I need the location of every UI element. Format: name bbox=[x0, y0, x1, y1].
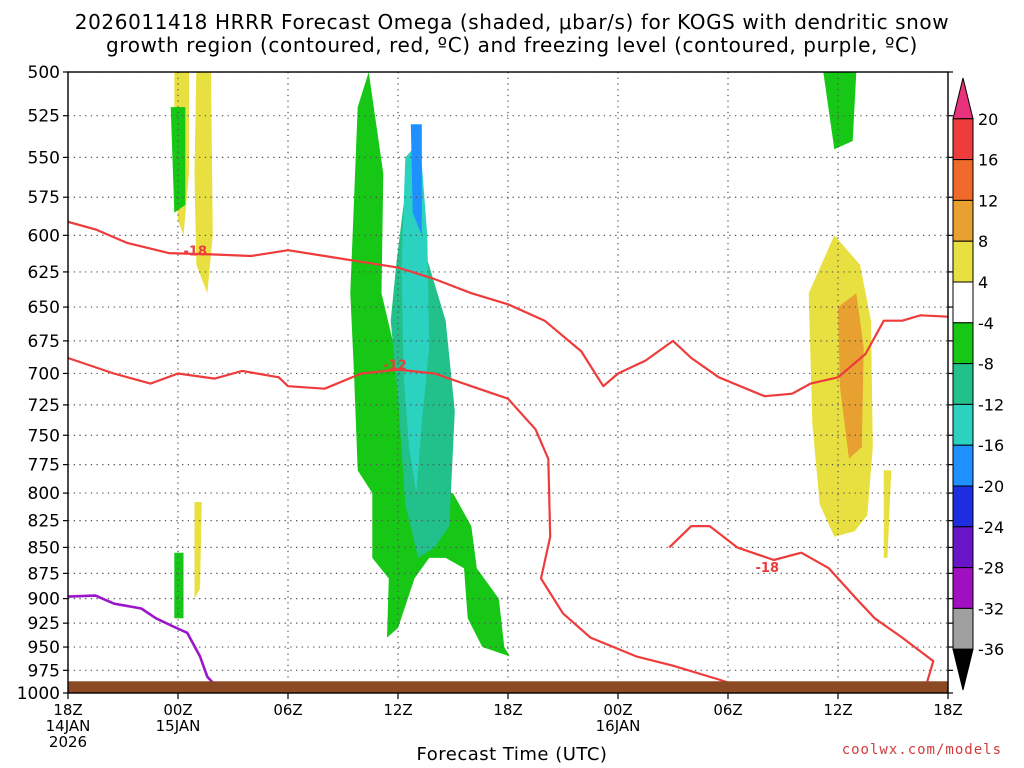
colorbar-swatch-3 bbox=[952, 199, 974, 242]
colorbar-label-5: -4 bbox=[978, 314, 994, 333]
y-tick-label-13: 825 bbox=[28, 512, 60, 532]
dgz-contour-0 bbox=[68, 220, 948, 398]
x-tick-label-0-2: 2026 bbox=[49, 733, 87, 751]
colorbar-swatch-13 bbox=[952, 607, 974, 650]
y-tick-label-16: 900 bbox=[28, 590, 60, 610]
omega-region-6 bbox=[194, 502, 202, 599]
colorbar-label-8: -16 bbox=[978, 436, 1004, 455]
omega-region-20 bbox=[713, 656, 732, 671]
y-tick-label-11: 775 bbox=[28, 456, 60, 476]
chart-title-line-2: growth region (contoured, red, ºC) and f… bbox=[106, 33, 918, 57]
dgz-contour-label-1: -12 bbox=[383, 359, 407, 374]
omega-region-4 bbox=[170, 107, 186, 213]
colorbar-label-7: -12 bbox=[978, 395, 1004, 414]
x-tick-label-3-0: 12Z bbox=[383, 701, 412, 719]
colorbar-label-6: -8 bbox=[978, 355, 994, 374]
colorbar-swatch-7 bbox=[952, 363, 974, 405]
omega-region-18 bbox=[883, 470, 892, 558]
x-tick-label-5-1: 16JAN bbox=[596, 717, 641, 735]
dgz-contour-2 bbox=[668, 524, 935, 693]
colorbar-swatch-9 bbox=[952, 444, 974, 487]
y-tick-label-19: 975 bbox=[28, 661, 60, 681]
colorbar-swatch-6 bbox=[952, 322, 974, 365]
omega-region-15 bbox=[823, 72, 857, 150]
omega-region-12 bbox=[728, 72, 750, 265]
x-tick-label-7-0: 12Z bbox=[823, 701, 852, 719]
colorbar-swatch-8 bbox=[952, 403, 974, 446]
colorbar-label-11: -28 bbox=[978, 559, 1004, 578]
y-tick-label-2: 550 bbox=[28, 148, 60, 168]
source-credit: coolwx.com/models bbox=[841, 742, 1002, 758]
omega-region-19 bbox=[783, 470, 789, 527]
y-tick-label-10: 750 bbox=[28, 426, 60, 446]
colorbar-swatch-5 bbox=[952, 281, 974, 324]
dgz-contour-label-2: -18 bbox=[756, 561, 780, 576]
colorbar-label-10: -24 bbox=[978, 518, 1004, 537]
x-tick-label-0-0: 18Z bbox=[53, 701, 82, 719]
colorbar-label-13: -36 bbox=[978, 640, 1004, 659]
omega-region-2 bbox=[194, 72, 213, 294]
omega-region-8 bbox=[350, 72, 510, 657]
y-tick-label-9: 725 bbox=[28, 396, 60, 416]
dgz-contour-1 bbox=[68, 356, 747, 690]
y-tick-label-4: 600 bbox=[28, 226, 60, 246]
x-axis-label: Forecast Time (UTC) bbox=[416, 744, 608, 765]
colorbar: 20 16 12 8 4 -4 -8 -12 -16 -20 -24 -28 -32 -36 bbox=[952, 77, 1004, 691]
x-tick-label-6-0: 06Z bbox=[713, 701, 742, 719]
y-tick-label-1: 525 bbox=[28, 107, 60, 127]
colorbar-swatch-10 bbox=[952, 485, 974, 528]
x-tick-label-1-0: 00Z bbox=[163, 701, 192, 719]
x-tick-label-8-0: 18Z bbox=[933, 701, 962, 719]
y-tick-label-17: 925 bbox=[28, 614, 60, 634]
x-tick-label-0-1: 14JAN bbox=[46, 717, 91, 735]
colorbar-label-1: 16 bbox=[978, 151, 998, 170]
chart-title-line-1: 2026011418 HRRR Forecast Omega (shaded, … bbox=[74, 10, 950, 34]
colorbar-swatch-1 bbox=[952, 118, 974, 161]
x-tick-label-1-1: 15JAN bbox=[156, 717, 201, 735]
omega-region-11 bbox=[410, 124, 422, 236]
omega-region-21 bbox=[770, 651, 802, 684]
colorbar-label-2: 12 bbox=[978, 191, 998, 210]
omega-region-5 bbox=[174, 552, 184, 619]
colorbar-label-3: 8 bbox=[978, 232, 988, 251]
y-tick-label-0: 500 bbox=[28, 63, 60, 83]
y-tick-label-3: 575 bbox=[28, 188, 60, 208]
colorbar-label-9: -20 bbox=[978, 477, 1004, 496]
y-tick-label-15: 875 bbox=[28, 564, 60, 584]
colorbar-swatch-12 bbox=[952, 567, 974, 609]
colorbar-swatch-0 bbox=[952, 77, 974, 120]
colorbar-swatch-4 bbox=[952, 240, 974, 283]
omega-region-17 bbox=[838, 293, 864, 459]
x-tick-label-4-0: 18Z bbox=[493, 701, 522, 719]
y-tick-label-12: 800 bbox=[28, 484, 60, 504]
terrain-band bbox=[68, 681, 948, 693]
freezing-level-contour bbox=[68, 594, 220, 690]
colorbar-label-0: 20 bbox=[978, 110, 998, 129]
omega-region-13 bbox=[676, 220, 686, 374]
colorbar-label-4: 4 bbox=[978, 273, 988, 292]
y-tick-label-20: 1000 bbox=[17, 684, 60, 704]
x-tick-label-5-0: 00Z bbox=[603, 701, 632, 719]
colorbar-label-12: -32 bbox=[978, 599, 1004, 618]
colorbar-swatch-14 bbox=[952, 648, 974, 691]
x-tick-label-2-0: 06Z bbox=[273, 701, 302, 719]
dgz-contour-label-0: -18 bbox=[184, 245, 208, 260]
omega-region-0 bbox=[82, 72, 100, 459]
y-tick-label-7: 675 bbox=[28, 332, 60, 352]
colorbar-swatch-2 bbox=[952, 159, 974, 201]
y-tick-label-14: 850 bbox=[28, 538, 60, 558]
plot-area bbox=[68, 72, 948, 693]
y-tick-label-6: 650 bbox=[28, 298, 60, 318]
colorbar-swatch-11 bbox=[952, 526, 974, 569]
y-tick-label-8: 700 bbox=[28, 364, 60, 384]
y-tick-label-18: 950 bbox=[28, 638, 60, 658]
y-tick-label-5: 625 bbox=[28, 263, 60, 283]
